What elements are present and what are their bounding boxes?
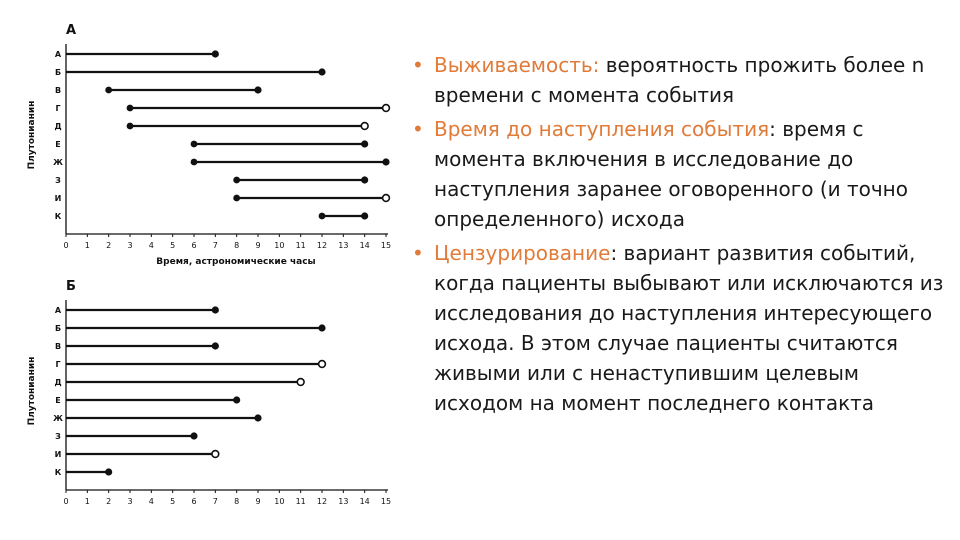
event-point (361, 176, 369, 184)
bullet-censoring: Цензурирование: вариант развития событий… (412, 238, 952, 418)
x-tick-label: 2 (106, 241, 111, 250)
subject-label: Г (55, 104, 60, 113)
x-tick-label: 4 (149, 241, 154, 250)
event-point (211, 342, 219, 350)
panel-label: Б (66, 279, 76, 294)
bullet-term: Выживаемость: (434, 53, 600, 77)
subject-label: Д (54, 378, 61, 387)
x-tick-label: 7 (213, 241, 218, 250)
subject-label: Д (54, 122, 61, 131)
subject-label: Ж (53, 414, 63, 423)
subject-label: Г (55, 360, 60, 369)
subject-label: К (55, 212, 62, 221)
censored-point (211, 449, 220, 459)
start-point (318, 212, 326, 220)
start-point (126, 122, 134, 130)
x-tick-label: 3 (127, 241, 132, 250)
bullet-term: Цензурирование (434, 241, 611, 265)
x-tick-label: 12 (317, 241, 327, 250)
start-point (126, 104, 134, 112)
subject-label: В (55, 86, 61, 95)
x-tick-label: 11 (296, 497, 306, 506)
event-point (361, 212, 369, 220)
bullet-text: : время с момента включения в исследован… (434, 117, 908, 231)
bullet-list: Выживаемость: вероятность прожить более … (412, 50, 952, 422)
x-axis-label: Время, астрономические часы (156, 257, 315, 267)
x-tick-label: 12 (317, 497, 327, 506)
x-tick-label: 1 (85, 497, 90, 506)
subject-label: З (55, 432, 61, 441)
x-tick-label: 4 (149, 497, 154, 506)
bullet-time-to-event: Время до наступления события: время с мо… (412, 114, 952, 234)
subject-label: А (55, 306, 62, 315)
bullet-text: вероятность прожить более n времени с мо… (434, 53, 925, 107)
event-point (318, 324, 326, 332)
subject-label: Б (55, 68, 61, 77)
x-tick-label: 1 (85, 241, 90, 250)
censored-point (360, 121, 369, 131)
censored-point (381, 193, 391, 203)
start-point (233, 194, 241, 202)
censored-point (317, 359, 327, 369)
x-tick-label: 0 (63, 241, 68, 250)
event-point (190, 432, 198, 440)
x-tick-label: 13 (338, 497, 348, 506)
x-tick-label: 15 (381, 497, 391, 506)
x-tick-label: 15 (381, 241, 391, 250)
x-tick-label: 11 (296, 241, 306, 250)
subject-label: Е (55, 140, 60, 149)
subject-label: К (55, 468, 62, 477)
x-tick-label: 5 (170, 241, 175, 250)
subject-label: В (55, 342, 61, 351)
x-tick-label: 7 (213, 497, 218, 506)
subject-label: Е (55, 396, 60, 405)
subject-label: А (55, 50, 62, 59)
panel-label: А (66, 23, 76, 38)
x-tick-label: 10 (274, 497, 284, 506)
event-point (211, 306, 219, 314)
event-point (361, 140, 369, 148)
x-tick-label: 6 (191, 241, 196, 250)
censored-point (296, 377, 305, 387)
event-point (382, 158, 390, 166)
x-tick-label: 10 (274, 241, 284, 250)
censored-point (381, 103, 391, 113)
event-point (211, 50, 219, 58)
x-tick-label: 14 (360, 241, 370, 250)
bullet-survival: Выживаемость: вероятность прожить более … (412, 50, 952, 110)
start-point (233, 176, 241, 184)
start-point (105, 86, 113, 94)
x-tick-label: 5 (170, 497, 175, 506)
x-tick-label: 9 (255, 497, 260, 506)
x-tick-label: 6 (191, 497, 196, 506)
event-point (254, 86, 262, 94)
x-tick-label: 2 (106, 497, 111, 506)
subject-label: И (55, 450, 62, 459)
x-tick-label: 9 (255, 241, 260, 250)
subject-label: Ж (53, 158, 63, 167)
y-axis-label: Плутонианин (27, 101, 37, 170)
x-tick-label: 14 (360, 497, 370, 506)
x-tick-label: 8 (234, 497, 239, 506)
bullet-term: Время до наступления события (434, 117, 770, 141)
event-point (318, 68, 326, 76)
bullet-text: : вариант развития событий, когда пациен… (434, 241, 944, 415)
x-tick-label: 13 (338, 241, 348, 250)
event-point (105, 468, 113, 476)
event-point (233, 396, 241, 404)
subject-label: И (55, 194, 62, 203)
x-tick-label: 8 (234, 241, 239, 250)
event-point (254, 414, 262, 422)
y-axis-label: Плутонианин (27, 357, 37, 426)
start-point (190, 158, 198, 166)
x-tick-label: 0 (63, 497, 68, 506)
subject-label: Б (55, 324, 61, 333)
x-tick-label: 3 (127, 497, 132, 506)
subject-label: З (55, 176, 61, 185)
start-point (190, 140, 198, 148)
